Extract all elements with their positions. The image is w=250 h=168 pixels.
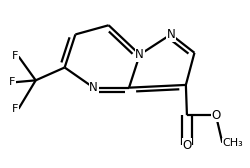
Text: O: O <box>211 109 220 122</box>
Text: F: F <box>9 77 15 87</box>
Text: F: F <box>12 104 18 114</box>
Text: N: N <box>166 28 175 41</box>
Text: N: N <box>135 48 144 61</box>
Text: O: O <box>182 139 192 152</box>
Text: CH₃: CH₃ <box>222 138 243 148</box>
Text: N: N <box>89 81 98 94</box>
Text: F: F <box>12 51 18 61</box>
